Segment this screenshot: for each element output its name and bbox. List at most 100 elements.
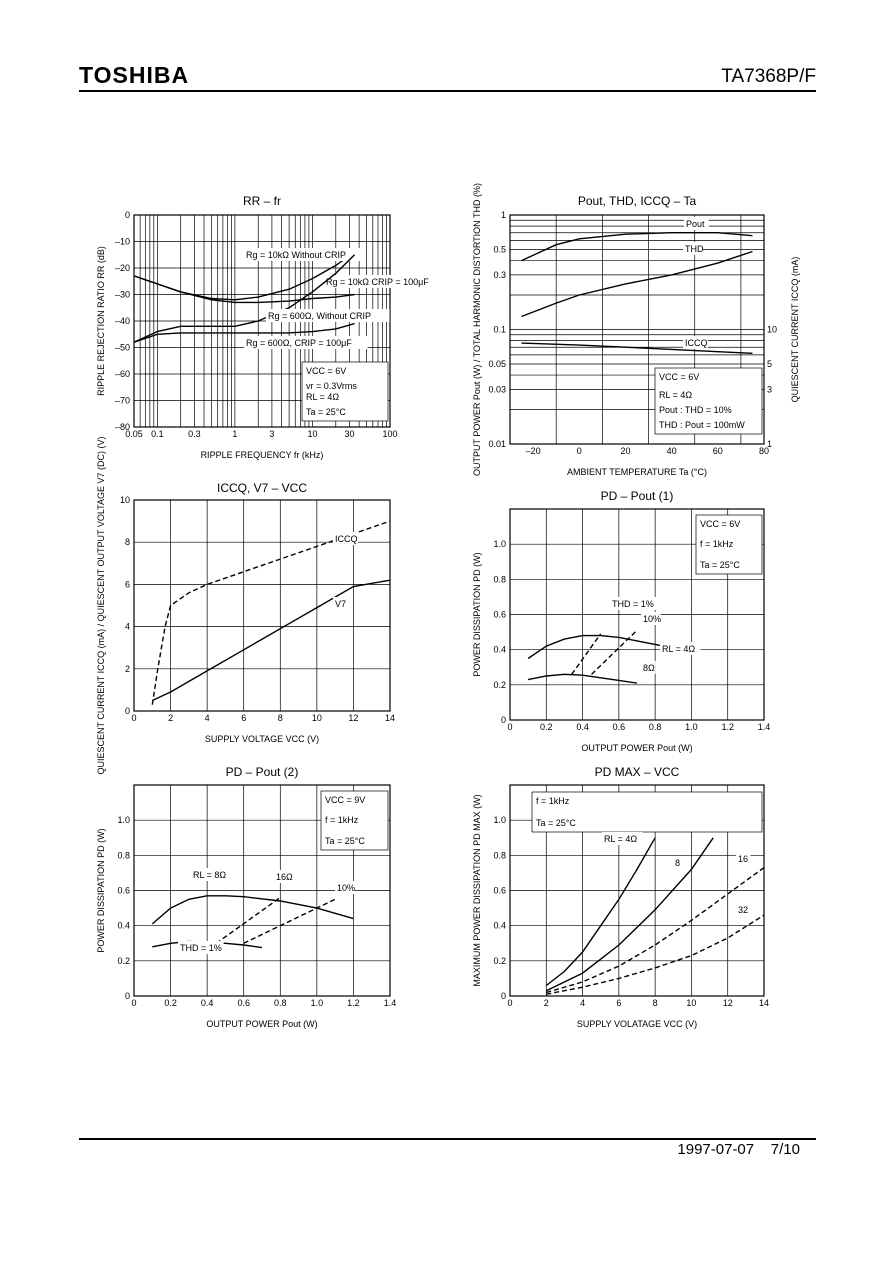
y-tick-label: –10 <box>115 237 130 247</box>
chart-title: ICCQ, V7 – VCC <box>217 481 307 495</box>
chart-title: PD – Pout (1) <box>601 489 674 503</box>
chart-title: PD – Pout (2) <box>226 765 299 779</box>
page-footer: 1997-07-07 7/10 <box>677 1141 800 1158</box>
series-label-bg <box>660 642 701 655</box>
brand-logo: TOSHIBA <box>79 62 190 88</box>
x-axis-label: SUPPLY VOLTAGE VCC (V) <box>205 734 319 744</box>
y-axis-label: POWER DISSIPATION PD (W) <box>472 552 482 676</box>
y-tick-label: 0 <box>125 706 130 716</box>
series-label-bg <box>602 832 643 845</box>
y-tick-label: 0.6 <box>493 610 506 620</box>
y-tick-label: 0.5 <box>493 244 506 254</box>
condition-text: f = 1kHz <box>536 796 570 806</box>
series-label: Rg = 10kΩ Without CRIP <box>246 250 346 260</box>
x-axis-label: AMBIENT TEMPERATURE Ta (°C) <box>567 467 707 477</box>
series-label-bg <box>683 336 708 349</box>
x-tick-label: 4 <box>205 713 210 723</box>
y-tick-label: 0.6 <box>493 886 506 896</box>
x-tick-label: 14 <box>385 713 395 723</box>
series-label-bg <box>610 597 656 610</box>
x-tick-label: 0.3 <box>188 429 201 439</box>
x-tick-label: 10 <box>686 998 696 1008</box>
y-axis-label: QUIESCENT CURRENT ICCQ (mA) / QUIESCENT … <box>96 436 106 774</box>
series-label: Rg = 10kΩ CRIP = 100μF <box>326 277 429 287</box>
chart-title: Pout, THD, ICCQ – Ta <box>578 194 697 208</box>
right-axis-label: QUIESCENT CURRENT ICCQ (mA) <box>790 257 800 403</box>
condition-text: f = 1kHz <box>325 815 359 825</box>
series-line <box>521 250 753 318</box>
x-tick-label: 2 <box>168 713 173 723</box>
y-tick-label: 0 <box>501 715 506 725</box>
x-tick-label: 6 <box>616 998 621 1008</box>
x-tick-label: 1.0 <box>311 998 324 1008</box>
series-line <box>152 579 391 702</box>
footer-date: 1997-07-07 <box>677 1141 755 1158</box>
header-rule <box>79 90 816 92</box>
x-tick-label: 14 <box>759 998 769 1008</box>
right-tick-label: 5 <box>767 359 772 369</box>
page-header: TOSHIBA TA7368P/F <box>0 0 892 100</box>
x-tick-label: 0.05 <box>125 429 143 439</box>
plot-frame <box>133 214 391 428</box>
conditions-box <box>301 361 389 422</box>
series-line <box>521 342 753 354</box>
y-tick-label: 0.6 <box>117 886 130 896</box>
footer-page: 7/10 <box>770 1141 800 1158</box>
conditions-box <box>531 791 763 833</box>
series-label-bg <box>673 856 683 869</box>
series-label: ICCQ <box>685 338 708 348</box>
x-tick-label: 1.2 <box>721 722 734 732</box>
condition-text: Ta = 25°C <box>306 407 346 417</box>
series-label-bg <box>641 661 656 674</box>
x-axis-label: SUPPLY VOLATAGE VCC (V) <box>577 1019 697 1029</box>
series-line <box>133 322 355 343</box>
y-tick-label: 2 <box>125 664 130 674</box>
x-tick-label: 100 <box>382 429 397 439</box>
right-tick-label: 10 <box>767 325 777 335</box>
series-label-bg <box>191 868 232 881</box>
y-tick-label: 6 <box>125 579 130 589</box>
x-tick-label: 0.1 <box>151 429 164 439</box>
y-tick-label: 8 <box>125 537 130 547</box>
x-tick-label: 40 <box>667 446 677 456</box>
series-label-bg <box>736 903 751 916</box>
series-line <box>527 673 638 684</box>
chart-iccq_vcc: 0 2 4 6 8 10 12 14 0 2 4 6 8 10 ICCQ, V7 – VCC SUPPLY V… <box>96 436 395 774</box>
series-label: Rg = 600Ω, CRIP = 100μF <box>246 338 352 348</box>
condition-text: VCC = 6V <box>659 372 699 382</box>
x-tick-label: 2 <box>544 998 549 1008</box>
y-tick-label: 0 <box>125 991 130 1001</box>
series-label: THD <box>685 244 704 254</box>
series-line <box>243 898 336 944</box>
x-tick-label: 0 <box>131 713 136 723</box>
y-tick-label: –50 <box>115 343 130 353</box>
series-label: Rg = 600Ω, Without CRIP <box>268 311 371 321</box>
plot-frame <box>509 784 765 997</box>
x-tick-label: 1.4 <box>758 722 771 732</box>
x-tick-label: 20 <box>620 446 630 456</box>
series-label: THD = 1% <box>180 943 222 953</box>
x-tick-label: 60 <box>713 446 723 456</box>
x-axis-label: OUTPUT POWER Pout (W) <box>581 743 692 753</box>
x-tick-label: 10 <box>307 429 317 439</box>
series-label: RL = 4Ω <box>604 834 637 844</box>
series-label-bg <box>244 248 363 261</box>
series-line <box>591 629 638 675</box>
y-tick-label: 0.8 <box>493 850 506 860</box>
y-tick-label: –20 <box>115 263 130 273</box>
condition-text: Ta = 25°C <box>700 560 740 570</box>
series-line <box>215 896 281 944</box>
x-tick-label: 30 <box>344 429 354 439</box>
plot-frame <box>509 508 765 721</box>
y-tick-label: –60 <box>115 369 130 379</box>
y-tick-label: 0.05 <box>488 359 506 369</box>
y-axis-label: POWER DISSIPATION PD (W) <box>96 828 106 952</box>
series-line <box>546 914 765 995</box>
series-label-bg <box>274 870 294 883</box>
condition-text: THD : Pout = 100mW <box>659 420 745 430</box>
chart-pdmax: f = 1kHz Ta = 25°C 0 2 4 6 8 10 12 14 0 0.2 0.4 0.6 0.… <box>472 765 769 1029</box>
x-tick-label: 8 <box>278 713 283 723</box>
x-tick-label: 80 <box>759 446 769 456</box>
